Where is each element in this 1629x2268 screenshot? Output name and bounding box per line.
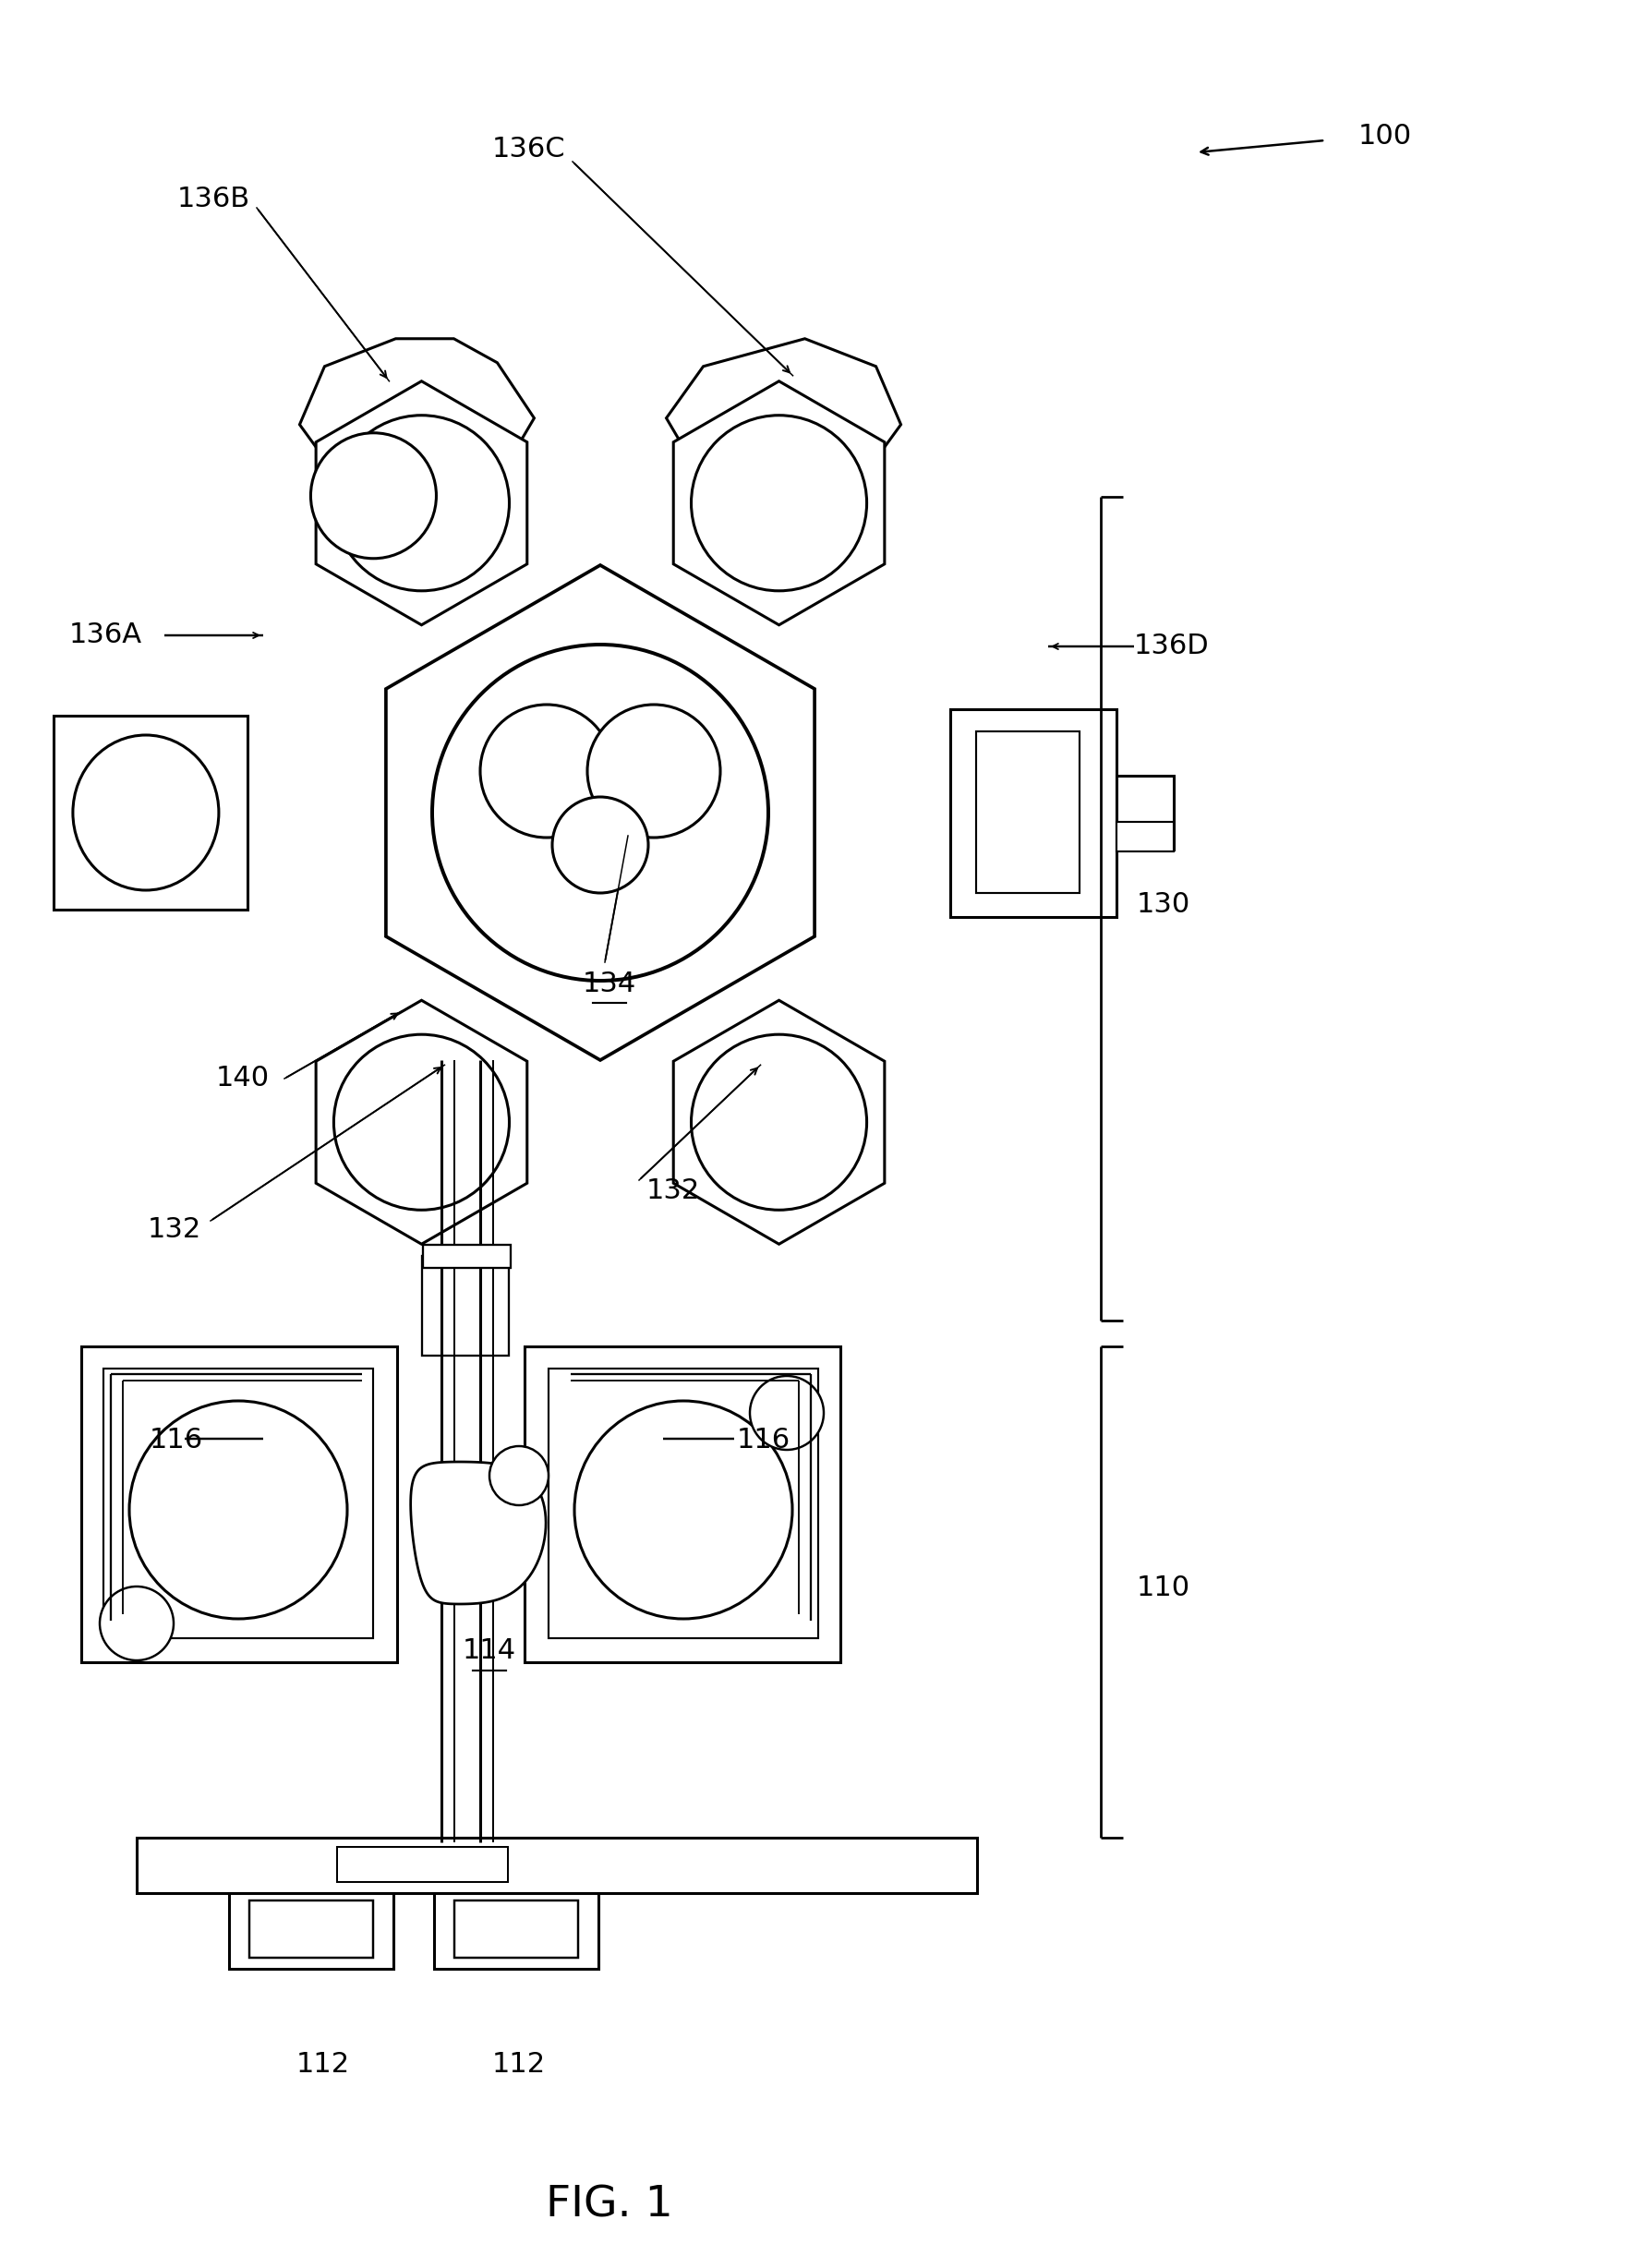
Text: 114: 114 bbox=[463, 1637, 516, 1665]
Text: 136D: 136D bbox=[1134, 633, 1209, 660]
Text: 134: 134 bbox=[583, 971, 637, 998]
Text: 136C: 136C bbox=[492, 136, 565, 163]
Polygon shape bbox=[673, 1000, 885, 1245]
Circle shape bbox=[334, 415, 510, 592]
Circle shape bbox=[691, 1034, 867, 1209]
Bar bbox=[1116, 821, 1175, 850]
Circle shape bbox=[334, 1034, 510, 1209]
Polygon shape bbox=[673, 381, 885, 626]
Text: 116: 116 bbox=[736, 1427, 790, 1454]
Polygon shape bbox=[316, 381, 528, 626]
Polygon shape bbox=[411, 1463, 546, 1603]
Bar bbox=[81, 1347, 397, 1662]
Polygon shape bbox=[300, 338, 534, 456]
Circle shape bbox=[588, 705, 720, 837]
Circle shape bbox=[129, 1402, 347, 1619]
Circle shape bbox=[481, 705, 613, 837]
Circle shape bbox=[432, 644, 769, 980]
Bar bbox=[249, 1901, 373, 1957]
Bar bbox=[433, 1894, 598, 1969]
Text: 132: 132 bbox=[148, 1216, 202, 1243]
Text: 132: 132 bbox=[647, 1177, 700, 1204]
Text: 110: 110 bbox=[1137, 1574, 1191, 1601]
Polygon shape bbox=[316, 1000, 528, 1245]
Circle shape bbox=[575, 1402, 792, 1619]
Bar bbox=[976, 730, 1080, 894]
Circle shape bbox=[489, 1447, 549, 1506]
Text: 136B: 136B bbox=[178, 186, 251, 211]
Bar bbox=[230, 1894, 393, 1969]
Bar bbox=[1116, 776, 1175, 850]
Text: FIG. 1: FIG. 1 bbox=[546, 2184, 673, 2225]
Circle shape bbox=[99, 1588, 174, 1660]
Bar bbox=[137, 1837, 977, 1894]
Bar bbox=[950, 710, 1116, 916]
Polygon shape bbox=[666, 338, 901, 456]
Text: 136A: 136A bbox=[70, 621, 142, 649]
Bar bbox=[454, 1901, 578, 1957]
Text: 140: 140 bbox=[217, 1066, 270, 1091]
Bar bbox=[549, 1368, 818, 1637]
Ellipse shape bbox=[73, 735, 218, 891]
Circle shape bbox=[749, 1377, 824, 1449]
Circle shape bbox=[311, 433, 437, 558]
Bar bbox=[424, 1245, 510, 1268]
Bar bbox=[422, 1256, 508, 1356]
Text: 112: 112 bbox=[296, 2050, 350, 2077]
Bar bbox=[103, 1368, 373, 1637]
Circle shape bbox=[552, 796, 648, 894]
Polygon shape bbox=[386, 565, 814, 1059]
Text: 116: 116 bbox=[150, 1427, 204, 1454]
Text: 130: 130 bbox=[1137, 891, 1191, 919]
Circle shape bbox=[691, 415, 867, 592]
Bar bbox=[54, 717, 248, 909]
Text: 100: 100 bbox=[1359, 122, 1412, 150]
Bar bbox=[525, 1347, 841, 1662]
Bar bbox=[337, 1846, 508, 1882]
Text: 112: 112 bbox=[492, 2050, 546, 2077]
